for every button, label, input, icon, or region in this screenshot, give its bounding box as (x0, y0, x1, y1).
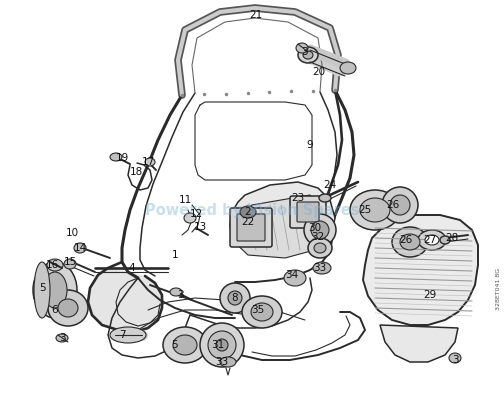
Polygon shape (363, 215, 478, 325)
Ellipse shape (173, 335, 197, 355)
Polygon shape (88, 268, 162, 332)
Text: 35: 35 (251, 305, 265, 315)
Ellipse shape (240, 206, 256, 218)
Text: 22: 22 (241, 217, 255, 227)
Ellipse shape (418, 230, 446, 250)
Text: 17: 17 (142, 157, 155, 167)
Text: 20: 20 (312, 67, 326, 77)
Text: 33: 33 (215, 357, 229, 367)
Text: 31: 31 (211, 340, 225, 350)
Text: 3: 3 (177, 290, 183, 300)
Ellipse shape (200, 323, 244, 367)
Ellipse shape (216, 339, 228, 351)
Ellipse shape (390, 195, 410, 215)
FancyBboxPatch shape (237, 214, 265, 241)
Text: 33: 33 (313, 263, 327, 273)
Text: 34: 34 (285, 270, 299, 280)
Ellipse shape (304, 214, 336, 246)
Ellipse shape (303, 51, 313, 59)
Text: 19: 19 (115, 153, 129, 163)
Text: 13: 13 (194, 222, 207, 232)
Ellipse shape (58, 299, 78, 317)
Ellipse shape (308, 238, 332, 258)
Ellipse shape (74, 243, 86, 253)
Ellipse shape (311, 221, 329, 239)
Ellipse shape (163, 327, 207, 363)
Text: 16: 16 (45, 260, 58, 270)
Text: 25: 25 (358, 205, 371, 215)
Ellipse shape (314, 243, 326, 253)
Text: 328ET041 8G: 328ET041 8G (495, 268, 500, 310)
Text: 32: 32 (311, 232, 325, 242)
Ellipse shape (350, 190, 400, 230)
Ellipse shape (251, 303, 273, 321)
Text: 2: 2 (244, 207, 251, 217)
Text: 26: 26 (399, 235, 413, 245)
Text: 5: 5 (39, 283, 45, 293)
FancyBboxPatch shape (230, 208, 272, 247)
Ellipse shape (284, 270, 306, 286)
Text: 12: 12 (190, 209, 203, 219)
Ellipse shape (48, 290, 88, 326)
Polygon shape (230, 182, 335, 255)
Text: 6: 6 (52, 305, 58, 315)
Ellipse shape (319, 194, 331, 202)
Ellipse shape (220, 357, 236, 367)
FancyBboxPatch shape (297, 202, 319, 222)
Ellipse shape (296, 43, 308, 53)
Text: Powered by Vision Spares: Powered by Vision Spares (145, 203, 359, 217)
Ellipse shape (425, 235, 439, 245)
Polygon shape (232, 195, 325, 258)
Text: 3: 3 (452, 355, 458, 365)
Text: 3: 3 (301, 47, 307, 57)
Ellipse shape (145, 158, 155, 166)
Ellipse shape (392, 227, 428, 257)
Text: 8: 8 (232, 293, 238, 303)
Ellipse shape (33, 262, 77, 318)
Ellipse shape (400, 234, 420, 250)
Text: 10: 10 (66, 228, 79, 238)
Ellipse shape (242, 296, 282, 328)
Text: 28: 28 (446, 233, 459, 243)
Ellipse shape (208, 331, 236, 359)
Ellipse shape (47, 259, 63, 271)
Ellipse shape (360, 198, 390, 222)
Ellipse shape (313, 262, 331, 274)
Text: 26: 26 (387, 200, 400, 210)
Text: 18: 18 (130, 167, 143, 177)
Text: 21: 21 (249, 10, 263, 20)
Ellipse shape (298, 47, 318, 63)
Ellipse shape (184, 213, 196, 223)
FancyBboxPatch shape (290, 196, 326, 228)
Ellipse shape (64, 259, 76, 269)
Text: 1: 1 (172, 250, 178, 260)
Text: 24: 24 (324, 180, 337, 190)
Text: 27: 27 (423, 235, 436, 245)
Text: 4: 4 (129, 263, 135, 273)
Text: 3: 3 (58, 333, 66, 343)
Ellipse shape (56, 334, 68, 342)
Text: 7: 7 (118, 330, 125, 340)
Text: 5: 5 (172, 340, 178, 350)
Text: 29: 29 (423, 290, 436, 300)
Ellipse shape (228, 291, 242, 305)
Ellipse shape (43, 272, 67, 308)
Ellipse shape (440, 236, 450, 244)
Text: 23: 23 (291, 193, 304, 203)
Ellipse shape (170, 288, 182, 296)
Text: 15: 15 (64, 257, 77, 267)
Text: 9: 9 (307, 140, 313, 150)
Polygon shape (380, 325, 458, 362)
Ellipse shape (382, 187, 418, 223)
Ellipse shape (34, 262, 50, 318)
Text: 11: 11 (178, 195, 192, 205)
Ellipse shape (110, 153, 122, 161)
Ellipse shape (340, 62, 356, 74)
Text: 30: 30 (308, 223, 322, 233)
Ellipse shape (449, 353, 461, 363)
Text: 14: 14 (74, 243, 87, 253)
Ellipse shape (110, 327, 146, 343)
Ellipse shape (220, 283, 250, 313)
